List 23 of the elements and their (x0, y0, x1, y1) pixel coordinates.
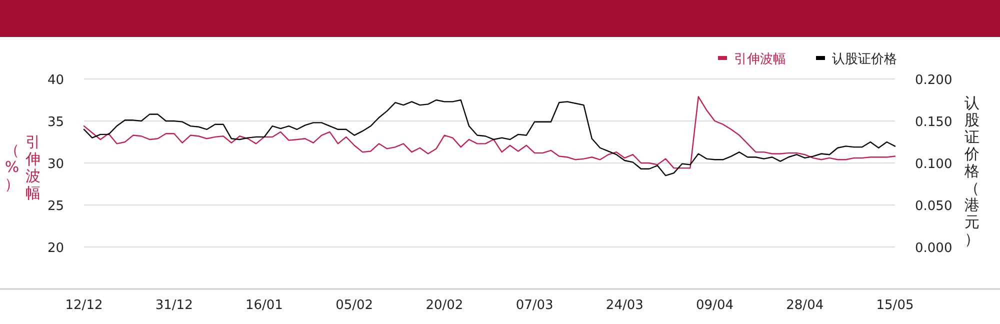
legend-label: 引伸波幅 (734, 52, 786, 67)
y2-tick-label: 0.200 (915, 73, 952, 88)
y-tick-label: 25 (47, 199, 64, 214)
legend-label: 认股证价格 (832, 52, 897, 67)
x-tick-label: 09/04 (696, 298, 734, 313)
y-tick-label: 20 (47, 241, 64, 256)
x-tick-label: 05/02 (336, 298, 374, 313)
x-tick-label: 07/03 (516, 298, 554, 313)
x-tick-label: 20/02 (426, 298, 464, 313)
y-tick-label: 30 (47, 157, 64, 172)
y-axis-title-right: 认股证价格（港元） (964, 94, 980, 248)
x-tick-label: 31/12 (155, 298, 193, 313)
x-tick-label: 24/03 (606, 298, 644, 313)
y2-tick-label: 0.050 (915, 199, 952, 214)
y2-tick-label: 0.100 (915, 157, 952, 172)
y-tick-label: 35 (47, 115, 64, 130)
x-tick-label: 28/04 (786, 298, 824, 313)
x-tick-label: 12/12 (65, 298, 103, 313)
x-tick-label: 15/05 (876, 298, 914, 313)
x-tick-label: 16/01 (245, 298, 283, 313)
y2-tick-label: 0.150 (915, 115, 952, 130)
y-tick-label: 40 (47, 73, 64, 88)
y2-tick-label: 0.000 (915, 241, 952, 256)
